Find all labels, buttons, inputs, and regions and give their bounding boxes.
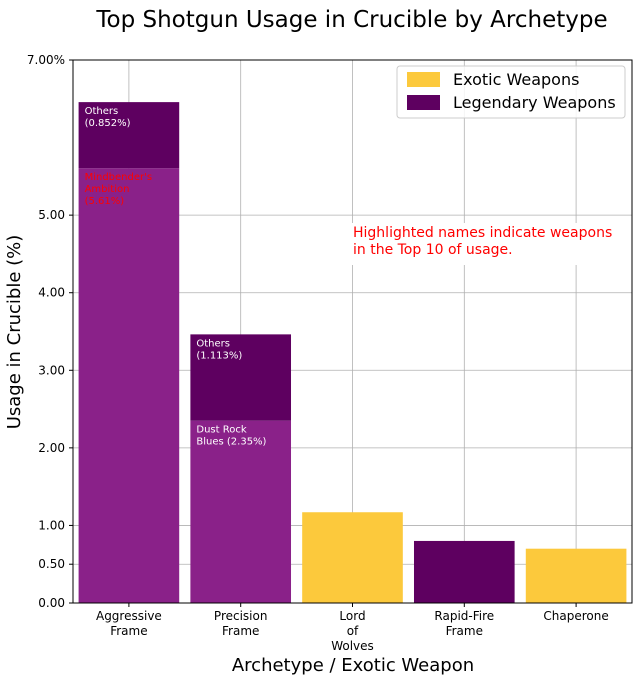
bar-segment-label: Mindbender's Ambition (5.61%)	[85, 172, 153, 207]
annotation: Highlighted names indicate weapons in the…	[349, 223, 621, 265]
axes	[69, 59, 633, 607]
bar-segment	[78, 102, 180, 169]
legend-box	[396, 65, 626, 119]
bar-segment	[190, 334, 292, 421]
legend-label: Exotic Weapons	[453, 70, 579, 89]
tick-labels: 0.00 0.50 1.00 2.00 3.00 4.00 5.00 7.00% Aggress…	[27, 53, 609, 653]
y-tick-label: 7.00%	[27, 53, 65, 67]
plot-frame	[72, 59, 633, 604]
bar-segment	[525, 548, 627, 603]
x-tick-label: Precision Frame	[214, 609, 268, 638]
annotation-text: Highlighted names indicate weapons in the…	[353, 225, 612, 258]
annotation-background	[349, 223, 621, 265]
legend-swatch	[407, 95, 440, 110]
legend: Exotic Weapons Legendary Weapons	[396, 65, 626, 119]
x-tick-label: Lord of Wolves	[331, 609, 374, 653]
x-tick-label: Rapid-Fire Frame	[434, 609, 494, 638]
x-tick-label: Aggressive Frame	[96, 609, 162, 638]
y-tick-label: 2.00	[38, 441, 65, 455]
x-tick-label: Chaperone	[543, 609, 608, 623]
bar-segment-label: Others (1.113%)	[196, 338, 242, 361]
bar-segment	[413, 540, 515, 603]
chart-title: Top Shotgun Usage in Crucible by Archety…	[95, 7, 607, 33]
y-tick-label: 0.50	[38, 557, 65, 571]
y-tick-label: 1.00	[38, 518, 65, 532]
bar-segment	[190, 420, 292, 603]
bar-labels: Mindbender's Ambition (5.61%) Others (0.852%…	[85, 106, 267, 448]
bars	[78, 102, 627, 603]
y-tick-label: 4.00	[38, 286, 65, 300]
y-tick-label: 5.00	[38, 208, 65, 222]
bar-segment-label: Dust Rock Blues (2.35%)	[196, 425, 266, 448]
legend-swatch	[407, 72, 440, 87]
bar-segment-label: Others (0.852%)	[85, 106, 131, 129]
legend-label: Legendary Weapons	[453, 93, 616, 112]
bar-segment	[302, 512, 403, 603]
y-axis-label: Usage in Crucible (%)	[4, 235, 25, 430]
bar-segment	[78, 168, 180, 603]
y-tick-label: 0.00	[38, 596, 65, 610]
x-axis-label: Archetype / Exotic Weapon	[232, 655, 474, 676]
y-tick-label: 3.00	[38, 363, 65, 377]
